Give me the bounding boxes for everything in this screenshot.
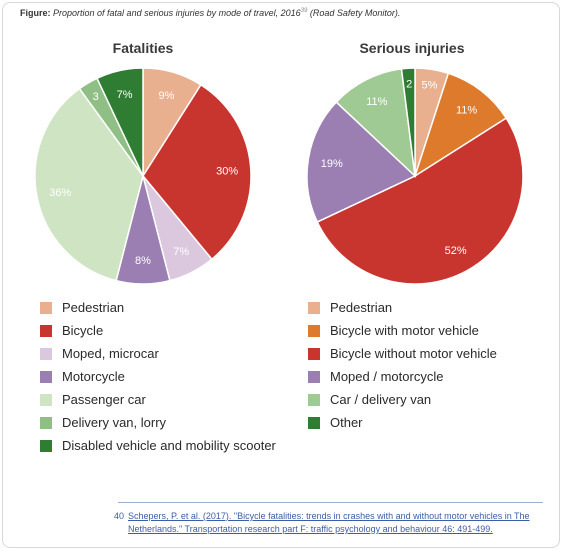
- legend1-label-4: Car / delivery van: [330, 392, 432, 407]
- pie1-label-5: 2: [406, 78, 412, 90]
- figure-caption-text: Proportion of fatal and serious injuries…: [53, 8, 301, 18]
- legend1-item-2: Bicycle without motor vehicle: [308, 342, 497, 365]
- legend0-swatch-2: [40, 347, 52, 360]
- serious-injuries-title: Serious injuries: [359, 40, 465, 56]
- legend0-item-1: Bicycle: [40, 319, 276, 342]
- legend0-swatch-1: [40, 324, 52, 337]
- legend1-item-4: Car / delivery van: [308, 388, 497, 411]
- pie1-label-1: 11%: [456, 104, 477, 116]
- serious-injuries-legend: Pedestrian Bicycle with motor vehicle Bicy…: [308, 296, 497, 434]
- pie0-slice-6: [96, 67, 144, 177]
- figure-label: Figure:: [20, 8, 51, 18]
- legend0-label-3: Motorcycle: [62, 369, 125, 384]
- legend1-swatch-0: [308, 301, 320, 314]
- legend1-item-1: Bicycle with motor vehicle: [308, 319, 497, 342]
- pie0-label-5: 3: [93, 91, 99, 103]
- legend0-swatch-3: [40, 370, 52, 383]
- figure-caption-source: (Road Safety Monitor).: [309, 8, 401, 18]
- pie1-slice-2: [316, 117, 524, 285]
- fatalities-title: Fatalities: [112, 40, 174, 56]
- legend1-swatch-1: [308, 324, 320, 337]
- pie0-label-0: 9%: [159, 90, 175, 102]
- footnote-number: 40: [114, 511, 125, 521]
- pie1-label-4: 11%: [366, 96, 387, 108]
- legend0-label-6: Disabled vehicle and mobility scooter: [62, 438, 276, 453]
- legend0-label-0: Pedestrian: [62, 300, 125, 315]
- pie0-label-4: 36%: [49, 187, 71, 199]
- legend0-label-1: Bicycle: [62, 323, 104, 338]
- legend0-item-0: Pedestrian: [40, 296, 276, 319]
- pie1-label-0: 5%: [422, 79, 438, 91]
- pie0-slice-1: [142, 83, 252, 261]
- legend0-item-2: Moped, microcar: [40, 342, 276, 365]
- legend1-label-1: Bicycle with motor vehicle: [330, 323, 479, 338]
- legend0-item-4: Passenger car: [40, 388, 276, 411]
- pie0-label-1: 30%: [216, 166, 238, 178]
- figure-caption-ref: 39: [300, 8, 308, 14]
- legend0-swatch-6: [40, 439, 52, 452]
- pie1-slice-5: [400, 67, 416, 177]
- legend0-swatch-5: [40, 416, 52, 429]
- pie1-slice-1: [413, 72, 508, 178]
- pie1-slice-4: [335, 68, 417, 178]
- footnote-link[interactable]: Schepers, P. et al. (2017). "Bicycle fat…: [128, 511, 530, 534]
- legend1-swatch-5: [308, 416, 320, 429]
- legend1-label-5: Other: [330, 415, 363, 430]
- pie0-label-6: 7%: [117, 89, 133, 101]
- legend0-label-5: Delivery van, lorry: [62, 415, 167, 430]
- pie0-slice-4: [34, 87, 144, 282]
- footnote: 40 Schepers, P. et al. (2017). "Bicycle …: [114, 510, 548, 536]
- legend1-swatch-3: [308, 370, 320, 383]
- legend1-swatch-2: [308, 347, 320, 360]
- legend0-label-2: Moped, microcar: [62, 346, 159, 361]
- legend1-swatch-4: [308, 393, 320, 406]
- footnote-rule: [118, 502, 543, 503]
- legend1-item-5: Other: [308, 411, 497, 434]
- pie0-label-2: 7%: [173, 246, 189, 258]
- legend0-swatch-0: [40, 301, 52, 314]
- pie-charts: 9% 30% 7% 8% 36% 3 7% 5% 11% 52% 19% 11% 2: [34, 67, 524, 285]
- legend1-label-2: Bicycle without motor vehicle: [330, 346, 497, 361]
- pie0-label-3: 8%: [135, 255, 151, 267]
- legend1-label-0: Pedestrian: [330, 300, 393, 315]
- legend0-item-5: Delivery van, lorry: [40, 411, 276, 434]
- pie1-slice-3: [306, 101, 417, 223]
- legend0-swatch-4: [40, 393, 52, 406]
- legend1-item-3: Moped / motorcycle: [308, 365, 497, 388]
- pie1-label-2: 52%: [445, 245, 467, 257]
- pie1-label-3: 19%: [321, 158, 343, 170]
- legend1-label-3: Moped / motorcycle: [330, 369, 444, 384]
- legend0-item-6: Disabled vehicle and mobility scooter: [40, 434, 276, 457]
- fatalities-legend: Pedestrian Bicycle Moped, microcar Motorcyc…: [40, 296, 276, 457]
- figure-caption: Figure: Proportion of fatal and serious …: [20, 8, 550, 18]
- legend1-item-0: Pedestrian: [308, 296, 497, 319]
- legend0-item-3: Motorcycle: [40, 365, 276, 388]
- legend0-label-4: Passenger car: [62, 392, 146, 407]
